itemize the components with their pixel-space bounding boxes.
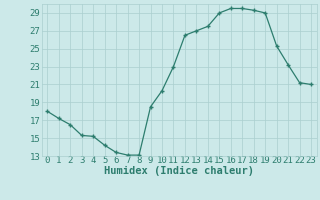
X-axis label: Humidex (Indice chaleur): Humidex (Indice chaleur) <box>104 166 254 176</box>
